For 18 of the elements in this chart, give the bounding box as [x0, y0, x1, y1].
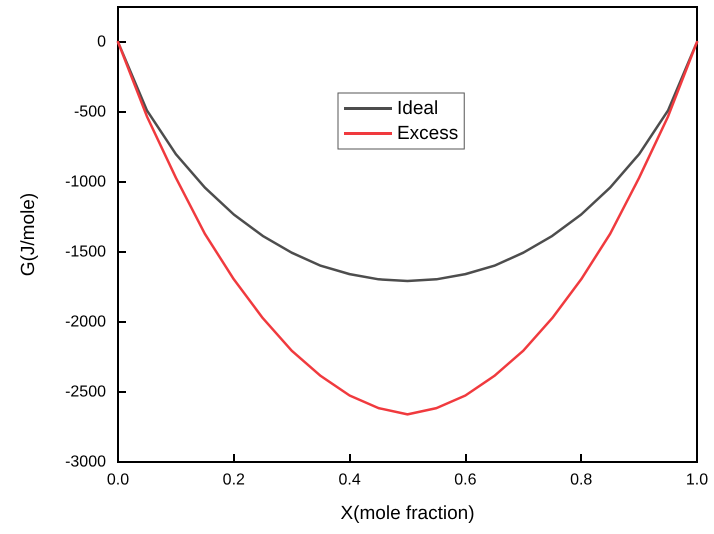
y-tick-label: -3000 — [65, 454, 106, 470]
y-tick-label: 0 — [97, 34, 106, 50]
y-tick-label: -2500 — [65, 384, 106, 400]
line-series — [116, 40, 698, 416]
y-tick-label: -1500 — [65, 244, 106, 260]
x-tick-label: 0.0 — [106, 472, 130, 488]
y-tick-label: -1000 — [65, 174, 106, 190]
legend-label: Excess — [397, 123, 458, 144]
legend-label: Ideal — [397, 98, 438, 119]
x-tick-label: 0.4 — [338, 472, 361, 488]
y-axis-title: G(J/mole) — [18, 192, 39, 276]
y-tick-label: -500 — [74, 104, 106, 120]
x-axis-title: X(mole fraction) — [340, 503, 475, 524]
x-tick-label: 0.2 — [222, 472, 246, 488]
y-tick-label: -2000 — [65, 314, 106, 330]
x-tick-label: 1.0 — [686, 472, 708, 488]
x-tick-label: 0.8 — [570, 472, 592, 488]
x-tick-label: 0.6 — [454, 472, 477, 488]
